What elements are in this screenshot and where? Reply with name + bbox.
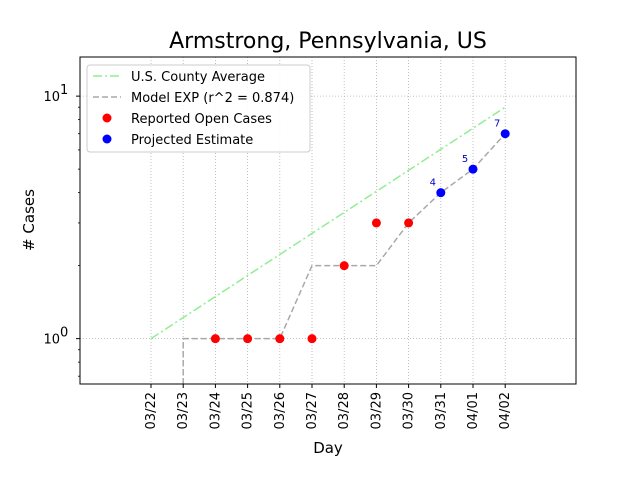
x-tick-label: 04/02 — [498, 392, 513, 429]
legend: U.S. County Average Model EXP (r^2 = 0.87… — [86, 64, 311, 153]
y-tick-label: 10 — [43, 333, 60, 348]
series-line — [150, 106, 506, 340]
data-label: 7 — [494, 119, 500, 130]
y-tick-exponent: 1 — [60, 83, 68, 98]
data-point — [371, 218, 381, 228]
chart-title: Armstrong, Pennsylvania, US — [169, 29, 487, 54]
x-tick-label: 03/27 — [305, 392, 320, 429]
x-axis-label: Day — [313, 439, 343, 457]
y-axis-label: # Cases — [20, 189, 38, 251]
data-point — [339, 261, 349, 271]
x-tick-label: 03/29 — [369, 392, 384, 429]
data-point — [468, 164, 478, 174]
x-tick-label: 04/01 — [466, 392, 481, 429]
legend-entry: Model EXP (r^2 = 0.874) — [131, 91, 294, 106]
data-label: 4 — [430, 178, 436, 189]
x-tick-label: 03/24 — [208, 392, 223, 429]
x-tick-label: 03/22 — [144, 392, 159, 429]
legend-marker — [102, 113, 112, 123]
data-point — [243, 334, 253, 344]
data-point — [404, 218, 414, 228]
legend-entry: Projected Estimate — [131, 133, 253, 148]
y-tick-exponent: 0 — [60, 326, 68, 341]
series-line — [182, 133, 506, 384]
plot-frame — [79, 56, 577, 385]
data-point — [500, 129, 510, 139]
legend-marker — [102, 134, 112, 144]
x-tick-label: 03/30 — [402, 392, 417, 429]
data-point — [275, 334, 285, 344]
legend-entry: Reported Open Cases — [131, 112, 272, 127]
series-layer: 4 5 7 — [150, 106, 510, 384]
data-point — [307, 334, 317, 344]
x-tick-label: 03/25 — [241, 392, 256, 429]
data-point — [436, 188, 446, 198]
x-tick-label: 03/28 — [337, 392, 352, 429]
data-point — [210, 334, 220, 344]
x-axis: 03/22 03/23 03/24 03/25 03/26 03/27 03/28 03/29… — [144, 384, 513, 429]
data-label: 5 — [462, 154, 468, 165]
x-tick-label: 03/31 — [434, 392, 449, 429]
y-tick-label: 10 — [43, 90, 60, 105]
legend-box — [86, 64, 311, 153]
x-tick-label: 03/26 — [273, 392, 288, 429]
x-tick-label: 03/23 — [176, 392, 191, 429]
legend-entry: U.S. County Average — [131, 70, 265, 85]
